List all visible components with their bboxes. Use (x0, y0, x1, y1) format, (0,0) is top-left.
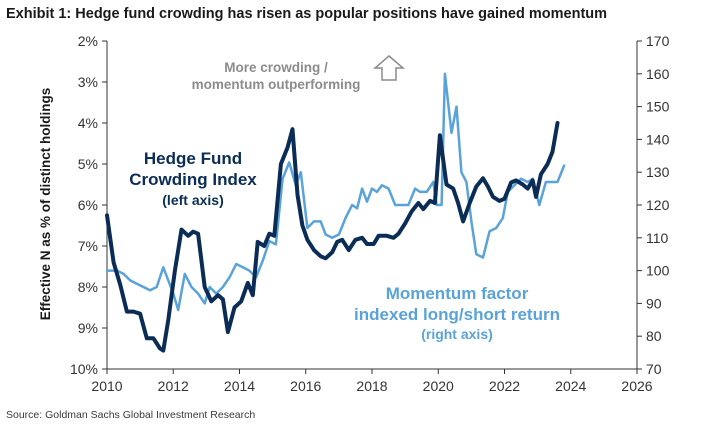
x-tick-label: 2020 (423, 378, 454, 394)
x-tick-label: 2022 (489, 378, 520, 394)
left-tick-label: 6% (78, 197, 98, 213)
left-tick-label: 5% (78, 156, 98, 172)
left-tick-label: 3% (78, 74, 98, 90)
mom-label-line-3: (right axis) (421, 326, 493, 342)
left-tick-label: 9% (78, 320, 98, 336)
crowding-note-line-1: More crowding / (224, 60, 328, 75)
x-tick-label: 2014 (224, 378, 255, 394)
right-tick-label: 90 (646, 295, 662, 311)
x-tick-label: 2010 (91, 378, 122, 394)
hedge-fund-crowding-line (105, 121, 560, 353)
momentum-factor-line (105, 72, 566, 312)
x-tick-label: 2012 (158, 378, 189, 394)
y-axis-label: Effective N as % of distinct holdings (38, 88, 53, 321)
up-arrow-icon (372, 55, 406, 81)
x-tick-label: 2018 (356, 378, 387, 394)
right-tick-label: 120 (646, 197, 670, 213)
right-tick-label: 170 (646, 33, 670, 49)
left-tick-label: 8% (78, 279, 98, 295)
right-tick-label: 160 (646, 66, 670, 82)
right-tick-label: 130 (646, 164, 670, 180)
left-tick-label: 4% (78, 115, 98, 131)
right-tick-label: 140 (646, 131, 670, 147)
right-tick-label: 70 (646, 361, 662, 377)
series-group (105, 72, 566, 353)
x-tick-label: 2024 (555, 378, 586, 394)
mom-label-line-1: Momentum factor (386, 284, 529, 303)
hf-label-line-1: Hedge Fund (144, 149, 242, 168)
chart-title: Exhibit 1: Hedge fund crowding has risen… (6, 6, 608, 22)
crowding-note-line-2: momentum outperforming (192, 77, 361, 92)
x-tick-label: 2016 (290, 378, 321, 394)
left-tick-label: 2% (78, 33, 98, 49)
right-tick-label: 150 (646, 99, 670, 115)
hf-label-line-2: Crowding Index (129, 170, 257, 189)
annotations-group: More crowding / momentum outperforming Hed… (129, 55, 560, 342)
source-note: Source: Goldman Sachs Global Investment … (6, 409, 256, 421)
left-tick-label: 7% (78, 238, 98, 254)
right-tick-label: 100 (646, 263, 670, 279)
x-tick-label: 2026 (621, 378, 652, 394)
axes-group: 2% 3% 4% 5% 6% 7% 8% 9% 10% 70 80 90 100 110 120 130 140… (70, 33, 670, 394)
hf-label-line-3: (left axis) (162, 192, 223, 208)
right-tick-label: 110 (646, 230, 669, 246)
left-tick-label: 10% (70, 361, 98, 377)
mom-label-line-2: indexed long/short return (354, 305, 560, 324)
right-tick-label: 80 (646, 328, 662, 344)
